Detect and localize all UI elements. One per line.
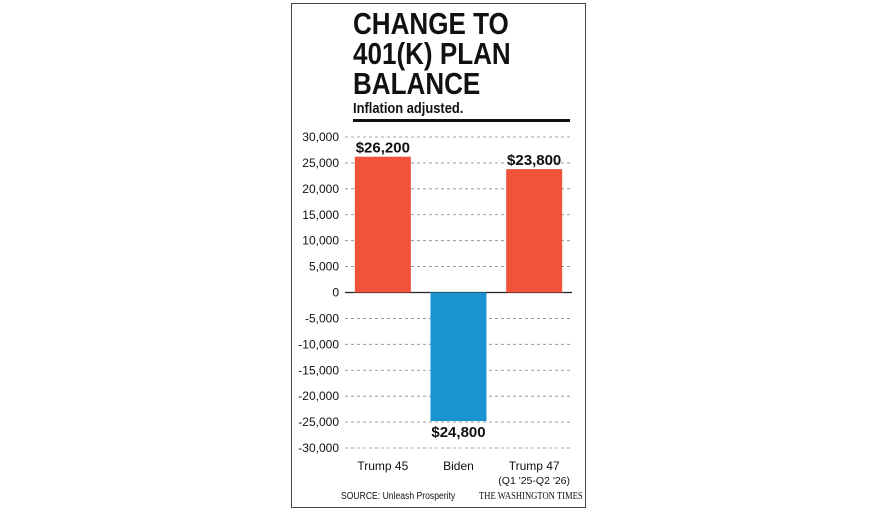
bar-trump-47 [506, 169, 563, 293]
y-axis-tick-labels: 30,000 25,000 20,000 15,000 10,000 5,000 0 -5,0… [298, 130, 339, 455]
x-tick-label: Biden [443, 459, 474, 473]
data-label: $23,800 [507, 152, 561, 169]
y-tick-label: -20,000 [298, 389, 339, 403]
y-tick-label: -5,000 [305, 311, 339, 325]
chart-subtitle: Inflation adjusted. [353, 100, 464, 117]
source-note: SOURCE: Unleash Prosperity [341, 491, 456, 502]
y-tick-label: 30,000 [302, 130, 339, 144]
title-rule [353, 119, 570, 122]
x-tick-label: Trump 45 [357, 459, 408, 473]
y-tick-label: -15,000 [298, 363, 339, 377]
y-tick-label: -10,000 [298, 337, 339, 351]
y-tick-label: 15,000 [302, 208, 339, 222]
publisher-credit: THE WASHINGTON TIMES [479, 491, 583, 502]
y-tick-label: 10,000 [302, 234, 339, 248]
x-tick-label: Trump 47 [509, 459, 560, 473]
infographic-panel: CHANGE TO 401(K) PLAN BALANCE Inflation … [291, 3, 586, 508]
bar-trump-45 [354, 156, 411, 293]
y-tick-label: -30,000 [298, 441, 339, 455]
data-label: $26,200 [356, 140, 410, 157]
y-tick-label: 25,000 [302, 156, 339, 170]
y-tick-label: 0 [332, 286, 339, 300]
y-tick-label: 20,000 [302, 182, 339, 196]
x-axis-tick-labels: Trump 45 Biden Trump 47 (Q1 '25-Q2 '26) [357, 459, 570, 487]
y-tick-label: -25,000 [298, 415, 339, 429]
bar-chart: 30,000 25,000 20,000 15,000 10,000 5,000 0 -5,0… [298, 130, 572, 487]
chart-title: CHANGE TO 401(K) PLAN BALANCE [353, 6, 511, 101]
data-label: $24,800 [431, 424, 485, 441]
x-tick-sublabel: (Q1 '25-Q2 '26) [498, 475, 570, 487]
y-tick-label: 5,000 [309, 260, 339, 274]
bars [354, 156, 563, 422]
bar-biden [430, 292, 487, 422]
data-labels: $26,200 $24,800 $23,800 [356, 140, 562, 441]
